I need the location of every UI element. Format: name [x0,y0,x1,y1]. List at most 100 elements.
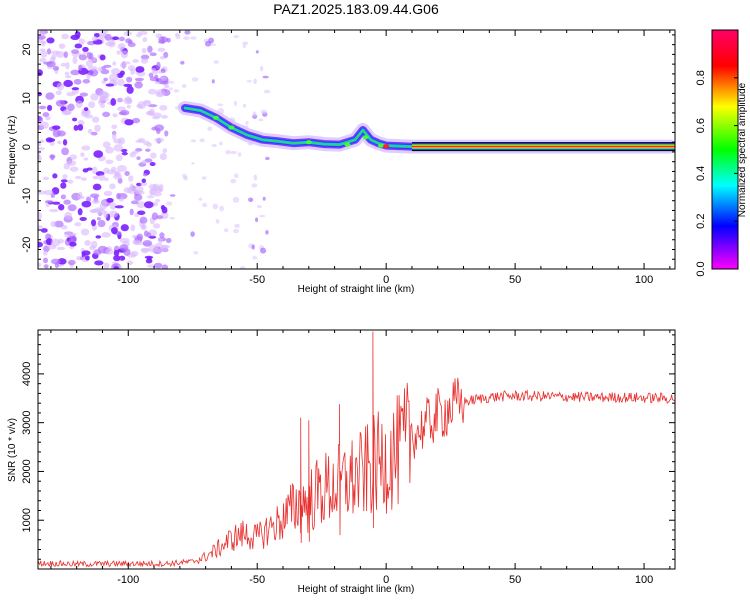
noise-blob [71,49,80,54]
noise-blob [88,68,99,77]
noise-blob [101,80,107,84]
bottom-x-axis: -100 -50 0 50 100 [50,330,671,586]
noise-blob [99,201,107,210]
noise-blob [190,139,197,143]
noise-blob [110,68,121,75]
noise-blob [263,89,271,94]
noise-blob [79,92,89,97]
noise-blob [141,160,147,165]
noise-blob [40,30,46,37]
hot-spot [378,143,384,148]
noise-blob [252,111,257,117]
noise-blob [159,153,167,161]
noise-blob [131,235,138,239]
top-y-axis: -20 -10 0 10 20 [21,34,675,270]
noise-blob [86,72,91,80]
noise-blob [211,143,217,148]
bottom-x-tick-label: -100 [117,574,139,586]
noise-blob [98,174,106,181]
noise-blob [137,210,146,216]
noise-blob [142,101,152,107]
noise-blob [116,165,127,172]
noise-blob [72,56,78,65]
noise-blob [42,250,48,256]
noise-blob [111,124,118,129]
noise-blob [253,174,258,181]
noise-blob [60,194,66,200]
noise-blob [116,192,121,200]
noise-blob [74,31,81,39]
noise-blob [94,124,101,132]
noise-blob [45,116,51,121]
noise-blob [141,178,146,183]
noise-blob [38,262,42,268]
noise-blob [77,208,83,216]
noise-blob [44,200,54,204]
noise-blob [46,37,55,44]
noise-blob [52,129,61,138]
noise-blob [110,166,117,172]
noise-blob [129,151,136,158]
noise-blob [100,69,110,75]
noise-blob [92,175,99,180]
noise-blob [161,114,168,119]
noise-blob [130,250,139,257]
noise-blob [77,124,84,131]
noise-blob [166,37,171,43]
noise-blob [101,200,108,204]
noise-blob [64,231,74,239]
noise-blob [101,232,111,238]
noise-blob [117,78,125,87]
noise-blob [199,138,205,143]
top-x-axis-label: Height of straight line (km) [298,284,415,295]
noise-blob [152,112,162,118]
top-y-axis-label: Frequency (Hz) [7,116,18,185]
noise-blob [67,103,75,111]
top-y-tick-label: -20 [21,237,33,253]
bottom-y-tick-label: 1000 [21,508,33,532]
noise-blob [162,148,168,154]
noise-blob [90,131,98,136]
noise-blob [190,231,195,237]
noise-blob [152,185,160,192]
noise-blob [191,77,199,82]
noise-blob [141,47,147,54]
colorbar-tick-label: 0.0 [695,261,707,276]
noise-blob [38,147,45,151]
top-x-tick-label: 100 [635,274,653,286]
noise-blob [54,220,64,228]
noise-blob [193,251,199,255]
noise-blob [246,80,252,83]
noise-blob [262,196,266,201]
noise-blob [80,228,90,236]
noise-blob [123,83,133,88]
noise-blob [97,219,106,228]
noise-blob [129,183,134,191]
snr-series-line [38,331,675,568]
noise-blob [149,76,159,82]
noise-blob [251,244,255,250]
noise-blob [45,238,53,246]
colorbar-tick-label: 0.8 [695,70,707,85]
noise-blob [150,152,157,159]
noise-blob [265,156,270,160]
noise-blob [52,125,61,130]
noise-blob [242,41,249,46]
noise-blob [190,36,197,40]
noise-blob [215,219,220,224]
noise-blob [103,77,108,82]
noise-blob [80,152,85,158]
noise-blob [87,66,98,71]
noise-blob [114,205,124,209]
noise-blob [113,266,120,269]
noise-blob [259,214,266,218]
colorbar-label: Normalized spectral amplitude [737,82,748,217]
noise-blob [38,142,42,147]
noise-blob [132,239,141,245]
noise-blob [38,154,42,162]
noise-blob [113,255,121,262]
noise-blob [38,69,43,77]
noise-blob [98,90,109,99]
noise-blob [103,190,113,197]
noise-blob [134,77,144,81]
